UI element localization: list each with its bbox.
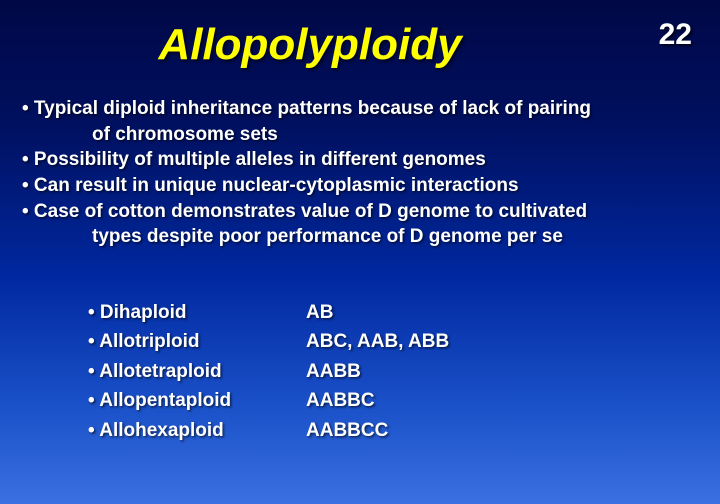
bullet-item: • Possibility of multiple alleles in dif… (22, 147, 698, 173)
term-cell: • Allotetraploid (88, 357, 306, 386)
value-cell: AABB (306, 357, 680, 386)
value-cell: AABBCC (306, 416, 680, 445)
term-cell: • Allopentaploid (88, 386, 306, 415)
bullet-list: • Typical diploid inheritance patterns b… (22, 96, 698, 250)
value-cell: AB (306, 298, 680, 327)
bullet-item: • Can result in unique nuclear-cytoplasm… (22, 173, 698, 199)
ploidy-table: • Dihaploid AB • Allotriploid ABC, AAB, … (88, 298, 680, 445)
bullet-item-cont: types despite poor performance of D geno… (22, 224, 698, 250)
bullet-item: • Case of cotton demonstrates value of D… (22, 199, 698, 225)
table-row: • Dihaploid AB (88, 298, 680, 327)
table-row: • Allopentaploid AABBC (88, 386, 680, 415)
term-cell: • Allotriploid (88, 327, 306, 356)
slide-title: Allopolyploidy (0, 20, 720, 70)
table-row: • Allotriploid ABC, AAB, ABB (88, 327, 680, 356)
table-row: • Allohexaploid AABBCC (88, 416, 680, 445)
table-row: • Allotetraploid AABB (88, 357, 680, 386)
bullet-item: • Typical diploid inheritance patterns b… (22, 96, 698, 122)
bullet-item-cont: of chromosome sets (22, 122, 698, 148)
value-cell: ABC, AAB, ABB (306, 327, 680, 356)
value-cell: AABBC (306, 386, 680, 415)
term-cell: • Dihaploid (88, 298, 306, 327)
term-cell: • Allohexaploid (88, 416, 306, 445)
